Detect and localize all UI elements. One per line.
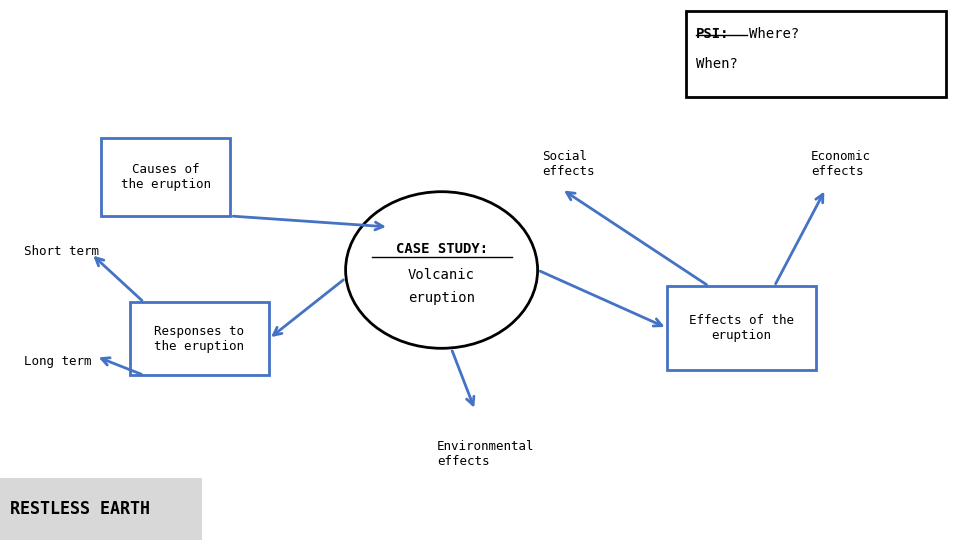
FancyBboxPatch shape <box>101 138 230 216</box>
Text: Where?: Where? <box>749 27 799 41</box>
Text: Effects of the
eruption: Effects of the eruption <box>689 314 794 342</box>
Text: Volcanic: Volcanic <box>408 268 475 282</box>
Text: Environmental
effects: Environmental effects <box>437 440 535 468</box>
FancyBboxPatch shape <box>130 302 269 375</box>
Text: Economic
effects: Economic effects <box>811 150 871 178</box>
Text: Responses to
the eruption: Responses to the eruption <box>155 325 244 353</box>
Text: Causes of
the eruption: Causes of the eruption <box>121 163 210 191</box>
Text: eruption: eruption <box>408 291 475 305</box>
Text: Short term: Short term <box>24 245 99 258</box>
FancyBboxPatch shape <box>0 478 202 540</box>
Text: Social
effects: Social effects <box>542 150 595 178</box>
Text: When?: When? <box>696 57 738 71</box>
Text: PSI:: PSI: <box>696 27 730 41</box>
FancyBboxPatch shape <box>686 11 946 97</box>
Text: RESTLESS EARTH: RESTLESS EARTH <box>10 500 150 518</box>
Text: CASE STUDY:: CASE STUDY: <box>396 242 488 256</box>
Text: Long term: Long term <box>24 355 91 368</box>
FancyBboxPatch shape <box>667 286 816 370</box>
